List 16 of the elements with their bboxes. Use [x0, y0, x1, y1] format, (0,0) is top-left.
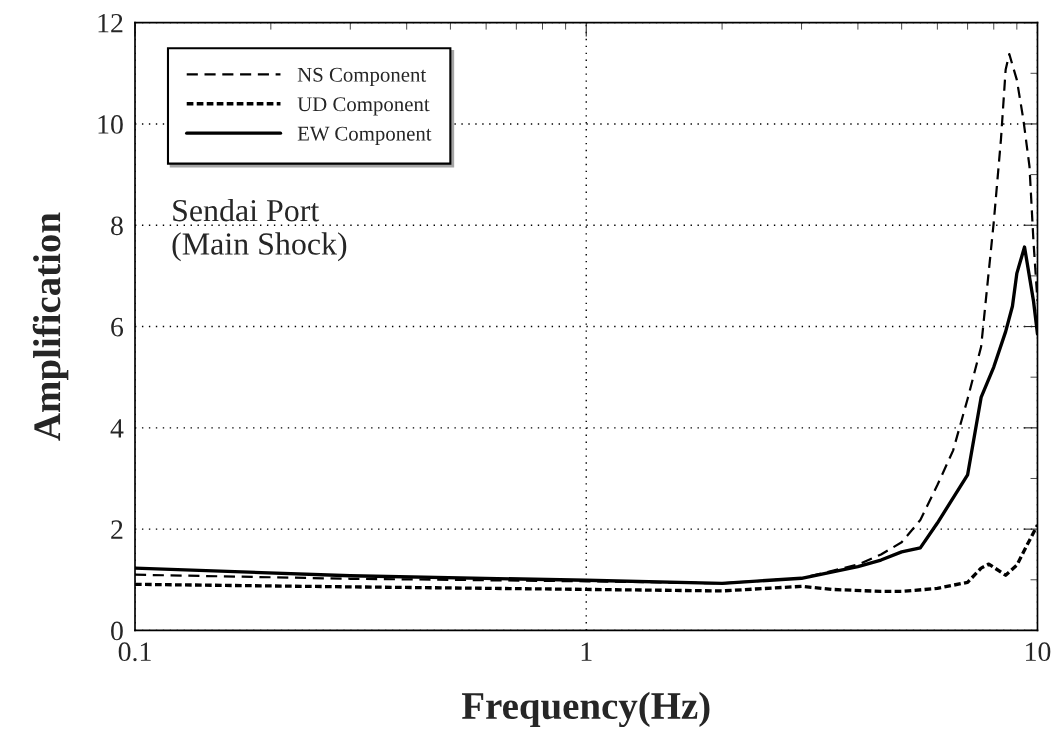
x-axis-title: Frequency(Hz) [461, 691, 710, 728]
y-tick-label: 10 [98, 115, 123, 134]
y-axis-title: Amplification [32, 212, 69, 441]
y-tick-label: 8 [111, 216, 123, 236]
x-tick-label: 0.1 [118, 642, 151, 662]
y-tick-label: 6 [111, 317, 124, 337]
y-tick-label: 0 [111, 621, 123, 641]
x-tick-label: 10 [1026, 642, 1051, 662]
y-tick-label: 12 [98, 13, 123, 33]
y-tick-label: 4 [110, 419, 124, 438]
legend-label: NS Component [297, 67, 427, 87]
y-tick-label: 2 [111, 520, 123, 539]
legend-label: UD Component [297, 97, 430, 116]
x-tick-label: 1 [581, 642, 592, 661]
annotation: Sendai Port (Main Shock) [172, 198, 347, 262]
legend-label: EW Component [297, 126, 432, 145]
